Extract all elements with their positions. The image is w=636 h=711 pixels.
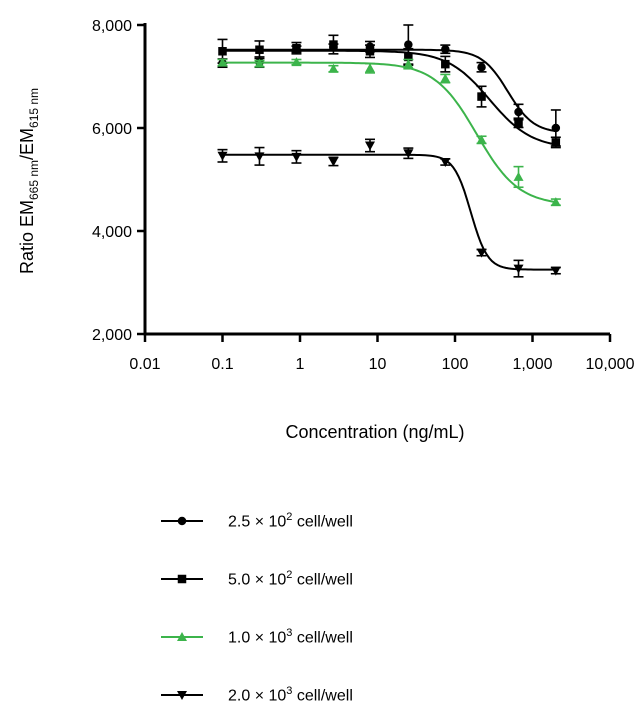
data-point bbox=[551, 138, 561, 147]
data-point bbox=[514, 107, 523, 117]
legend-item: 5.0 × 102 cell/well bbox=[158, 563, 478, 595]
data-point bbox=[291, 152, 302, 162]
data-point bbox=[550, 197, 561, 207]
legend-label-unit: cell/well bbox=[292, 629, 353, 647]
series-2 bbox=[217, 34, 561, 149]
x-tick-label: 1 bbox=[296, 356, 305, 373]
y-axis-label-mid: /EM bbox=[17, 128, 37, 160]
x-tick-label: 10 bbox=[369, 356, 387, 373]
legend-swatch-marker bbox=[177, 691, 187, 700]
legend-label-base: 2.0 × 10 bbox=[228, 687, 287, 705]
x-tick-label: 1,000 bbox=[512, 356, 552, 373]
data-point bbox=[254, 152, 265, 162]
series-1-fit-curve bbox=[222, 48, 556, 133]
legend-label: 2.5 × 102 cell/well bbox=[228, 511, 353, 531]
series-4-fit-curve bbox=[222, 153, 556, 271]
y-axis-label: Ratio EM665 nm/EM615 nm bbox=[17, 88, 41, 274]
y-tick-label: 2,000 bbox=[92, 327, 132, 344]
data-point bbox=[477, 62, 486, 72]
series-2-fit-curve bbox=[222, 49, 557, 146]
x-tick-label: 0.1 bbox=[211, 356, 233, 373]
data-point bbox=[328, 157, 339, 167]
data-point bbox=[476, 248, 487, 258]
series-1 bbox=[217, 24, 561, 147]
data-point bbox=[365, 47, 375, 56]
legend-label-base: 1.0 × 10 bbox=[228, 629, 287, 647]
x-axis-label: Concentration (ng/mL) bbox=[285, 422, 464, 442]
legend-item: 2.0 × 103 cell/well bbox=[158, 679, 478, 711]
legend-label: 2.0 × 103 cell/well bbox=[228, 685, 353, 705]
series-3 bbox=[217, 57, 561, 207]
legend-label-base: 5.0 × 10 bbox=[228, 571, 287, 589]
legend-swatch bbox=[161, 632, 203, 641]
data-point bbox=[477, 92, 486, 101]
legend-label: 1.0 × 103 cell/well bbox=[228, 627, 353, 647]
x-tick-label: 100 bbox=[442, 356, 469, 373]
data-point bbox=[364, 63, 375, 73]
data-point bbox=[440, 73, 451, 83]
legend-swatch bbox=[161, 691, 203, 700]
y-tick-label: 8,000 bbox=[92, 18, 132, 35]
y-tick-label: 4,000 bbox=[92, 224, 132, 241]
data-point bbox=[441, 59, 450, 69]
data-point bbox=[476, 134, 487, 144]
legend-label: 5.0 × 102 cell/well bbox=[228, 569, 353, 589]
data-point bbox=[403, 59, 414, 69]
data-point bbox=[403, 149, 414, 159]
y-axis-label-sub2: 615 nm bbox=[27, 88, 41, 128]
legend-item: 2.5 × 102 cell/well bbox=[158, 505, 478, 537]
data-point bbox=[254, 58, 265, 68]
data-point bbox=[404, 40, 413, 49]
legend-label-base: 2.5 × 10 bbox=[228, 513, 287, 531]
axes: 2,000 4,000 6,000 8,000 0.01 0.1 1 10 100 1,000 10… bbox=[92, 18, 635, 373]
data-point bbox=[255, 45, 264, 54]
data-point bbox=[328, 63, 339, 73]
legend-label-exponent: 3 bbox=[286, 685, 293, 697]
legend-swatch bbox=[161, 516, 203, 526]
data-point bbox=[513, 171, 524, 181]
data-point bbox=[404, 52, 413, 62]
data-point bbox=[291, 57, 302, 67]
legend-label-exponent: 2 bbox=[286, 569, 293, 581]
data-point bbox=[550, 266, 561, 276]
legend-swatch-marker bbox=[177, 574, 187, 584]
data-point bbox=[217, 57, 228, 67]
x-tick-label: 10,000 bbox=[586, 356, 635, 373]
legend-label-unit: cell/well bbox=[292, 687, 353, 705]
legend-label-exponent: 3 bbox=[286, 627, 293, 639]
legend-swatch bbox=[161, 574, 203, 584]
plot-area bbox=[217, 24, 561, 278]
legend-swatch-marker bbox=[177, 516, 187, 526]
legend-label-exponent: 2 bbox=[286, 511, 293, 523]
legend-item: 1.0 × 103 cell/well bbox=[158, 621, 478, 653]
y-axis-label-sub1: 665 nm bbox=[27, 160, 41, 200]
legend-label-unit: cell/well bbox=[292, 513, 353, 531]
data-point bbox=[441, 44, 450, 54]
chart: 2,000 4,000 6,000 8,000 0.01 0.1 1 10 100 1,000 10… bbox=[17, 18, 635, 442]
data-point bbox=[292, 43, 301, 53]
data-point bbox=[514, 118, 523, 128]
data-point bbox=[218, 47, 227, 56]
legend-label-unit: cell/well bbox=[292, 571, 353, 589]
data-point bbox=[513, 264, 524, 274]
x-tick-label: 0.01 bbox=[129, 356, 160, 373]
series-4 bbox=[217, 138, 561, 278]
data-point bbox=[217, 151, 228, 161]
data-point bbox=[329, 40, 338, 49]
data-point bbox=[551, 123, 561, 133]
y-tick-label: 6,000 bbox=[92, 121, 132, 138]
data-point bbox=[440, 157, 451, 167]
data-point bbox=[364, 141, 375, 151]
y-axis-label-prefix: Ratio EM bbox=[17, 200, 37, 274]
legend-swatch-marker bbox=[177, 632, 187, 641]
series-3-fit-curve bbox=[222, 61, 556, 203]
